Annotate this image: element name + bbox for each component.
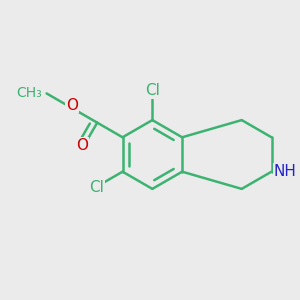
Text: Cl: Cl xyxy=(89,180,104,195)
Text: O: O xyxy=(66,98,78,112)
Text: CH₃: CH₃ xyxy=(16,86,42,100)
Text: Cl: Cl xyxy=(145,83,160,98)
Text: NH: NH xyxy=(274,164,297,179)
Text: O: O xyxy=(76,138,88,153)
